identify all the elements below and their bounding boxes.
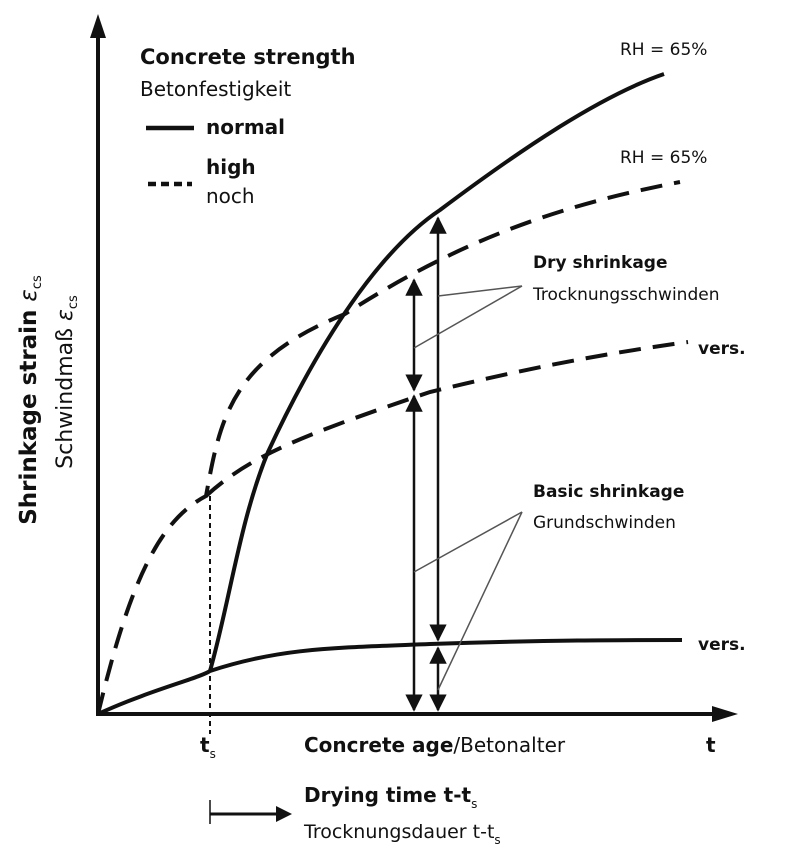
rh-high-label: RH = 65% [620, 148, 707, 168]
x-axis-label-rest: /Betonalter [453, 733, 565, 757]
drying-time-de-sub: s [494, 833, 500, 847]
legend-title: Concrete strength [140, 45, 356, 69]
high-basic-shrinkage-curve [204, 340, 689, 498]
x-axis-arrowhead [712, 706, 738, 722]
ts-tick-label: ts [200, 733, 216, 761]
legend-normal-label: normal [206, 115, 285, 139]
y-label-de-symbol: ε [53, 309, 78, 321]
y-axis-label-de: Schwindmaß εcs [53, 295, 81, 469]
normal-total-shrinkage-curve [208, 72, 665, 672]
drying-time-arrowhead [276, 806, 292, 822]
vers-high-label: vers. [698, 339, 746, 359]
y-label-symbol: ε [16, 289, 42, 301]
svg-text:Schwindmaß εcs: Schwindmaß εcs [53, 295, 81, 469]
dry-shrinkage-de-label: Trocknungsschwinden [532, 285, 719, 305]
ts-tick-main: t [200, 733, 210, 757]
legend-high-label: high [206, 155, 256, 179]
dry-leader-line-1 [413, 285, 523, 349]
t-tick-label: t [706, 733, 716, 757]
drying-time-label: Drying time t-ts [304, 783, 477, 811]
y-label-subscript: cs [30, 275, 45, 289]
basic-leader-line-2 [437, 511, 523, 691]
drying-time-de-main: Trocknungsdauer t-t [303, 821, 494, 843]
drying-time-de-label: Trocknungsdauer t-ts [303, 821, 501, 847]
y-axis-arrowhead [90, 14, 106, 38]
y-axis-label-en: Shrinkage strain εcs [16, 275, 45, 525]
legend-high-de-label: noch [206, 184, 255, 208]
y-label-text: Shrinkage strain [16, 310, 42, 525]
basic-leader-line-1 [413, 511, 523, 573]
drying-time-main: Drying time t-t [304, 783, 472, 807]
legend-title-de: Betonfestigkeit [140, 77, 291, 101]
basic-shrinkage-label: Basic shrinkage [533, 482, 684, 502]
ts-tick-sub: s [210, 747, 216, 761]
y-label-de-subscript: cs [66, 295, 81, 309]
high-total-shrinkage-curve [96, 180, 681, 715]
x-axis-label: Concrete age/Betonalter [304, 733, 566, 757]
dry-leader-line-2 [437, 285, 523, 297]
rh-normal-label: RH = 65% [620, 40, 707, 60]
y-label-de-text: Schwindmaß [53, 328, 78, 469]
drying-time-sub: s [471, 797, 477, 811]
basic-shrinkage-de-label: Grundschwinden [533, 513, 676, 533]
svg-text:Shrinkage strain εcs: Shrinkage strain εcs [16, 275, 45, 525]
vers-normal-label: vers. [698, 635, 746, 655]
normal-basic-shrinkage-curve [97, 638, 683, 716]
dry-shrinkage-label: Dry shrinkage [533, 253, 668, 273]
x-axis-label-bold: Concrete age [304, 733, 453, 757]
